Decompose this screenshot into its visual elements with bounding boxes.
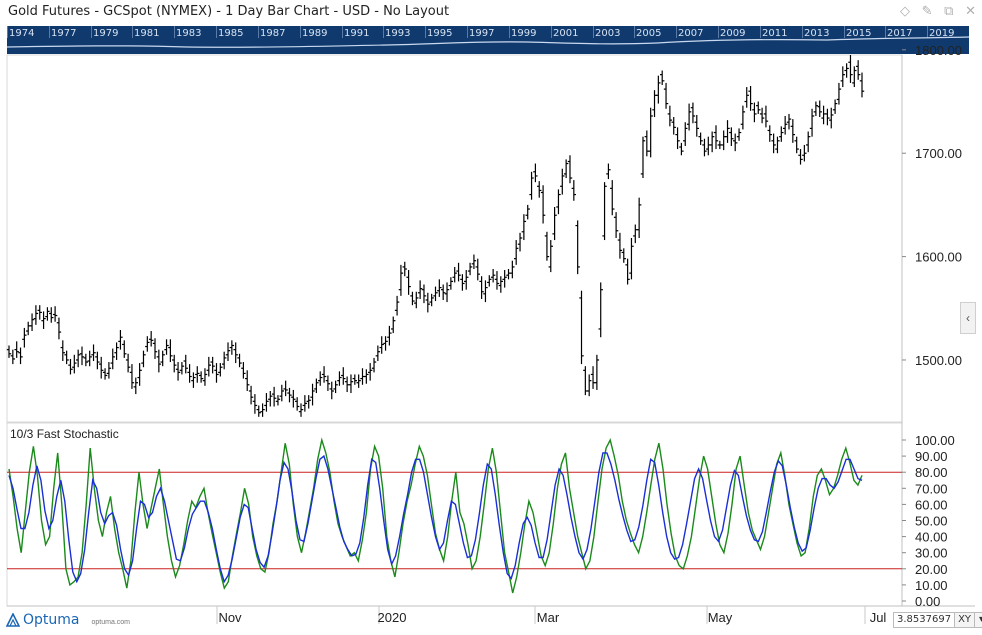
- timeline-tick: [216, 26, 217, 38]
- timeline-tick: [49, 26, 50, 38]
- stoch-y-tick-label: 0.00: [915, 594, 940, 609]
- close-icon[interactable]: ✕: [965, 3, 976, 18]
- stoch-y-tick-label: 50.00: [915, 514, 948, 529]
- timeline-year-label: 2017: [887, 28, 913, 39]
- cursor-readout-value: 3.8537697: [893, 612, 956, 628]
- timeline-year-label: 2013: [804, 28, 830, 39]
- timeline-tick: [927, 26, 928, 38]
- timeline-tick: [300, 26, 301, 38]
- timeline-year-label: 1981: [134, 28, 160, 39]
- x-tick-label: 2020: [378, 610, 407, 625]
- timeline-year-label: 1997: [469, 28, 495, 39]
- timeline-tick: [634, 26, 635, 38]
- timeline-tick: [425, 26, 426, 38]
- cursor-readout: 3.8537697 XY ▾: [893, 612, 982, 628]
- logo-name: Optuma: [23, 612, 80, 628]
- timeline-tick: [676, 26, 677, 38]
- x-tick-label: Nov: [218, 610, 242, 625]
- stoch-y-tick-label: 90.00: [915, 449, 948, 464]
- timeline-year-label: 2019: [929, 28, 955, 39]
- timeline-tick: [551, 26, 552, 38]
- pin-icon[interactable]: ✎: [921, 3, 933, 18]
- stochastic-title: 10/3 Fast Stochastic: [10, 427, 119, 441]
- timeline-tick: [467, 26, 468, 38]
- window-titlebar: Gold Futures - GCSpot (NYMEX) - 1 Day Ba…: [0, 0, 982, 24]
- timeline-year-label: 2003: [595, 28, 621, 39]
- timeline-year-label: 1977: [51, 28, 77, 39]
- stoch-y-tick-label: 70.00: [915, 481, 948, 496]
- stoch-y-tick-label: 30.00: [915, 546, 948, 561]
- timeline-tick: [258, 26, 259, 38]
- chevron-left-icon: ‹: [966, 311, 970, 325]
- timeline-tick: [91, 26, 92, 38]
- stoch-y-tick-label: 80.00: [915, 465, 948, 480]
- timeline-year-label: 1991: [344, 28, 370, 39]
- timeline-year-label: 2007: [678, 28, 704, 39]
- stoch-y-tick-label: 40.00: [915, 530, 948, 545]
- timeline-tick: [174, 26, 175, 38]
- timeline-year-label: 2005: [636, 28, 662, 39]
- x-tick-label: Jul: [870, 610, 887, 625]
- optuma-logo-icon: [6, 613, 20, 627]
- x-tick-label: Mar: [537, 610, 560, 625]
- timeline-tick: [7, 26, 8, 38]
- price-y-tick-label: 1600.00: [915, 250, 962, 265]
- stoch-y-tick-label: 100.00: [915, 433, 955, 448]
- chart-window-title: Gold Futures - GCSpot (NYMEX) - 1 Day Ba…: [8, 4, 450, 19]
- restore-icon[interactable]: ⧉: [944, 3, 954, 18]
- logo-url: optuma.com: [91, 618, 131, 626]
- timeline-year-label: 2011: [762, 28, 788, 39]
- timeline-tick: [802, 26, 803, 38]
- timeline-year-label: 1989: [302, 28, 328, 39]
- timeline-year-label: 2015: [846, 28, 872, 39]
- readout-dropdown-button[interactable]: ▾: [975, 612, 982, 628]
- x-tick-label: May: [708, 610, 733, 625]
- timeline-tick: [383, 26, 384, 38]
- price-y-tick-label: 1800.00: [915, 43, 962, 58]
- stoch-slow-d-line: [8, 452, 863, 584]
- price-y-tick-label: 1700.00: [915, 146, 962, 161]
- timeline-year-label: 1999: [511, 28, 537, 39]
- timeline-tick: [718, 26, 719, 38]
- optuma-logo: Optuma optuma.com: [6, 612, 130, 628]
- xy-mode-button[interactable]: XY: [955, 612, 976, 628]
- window-controls: ◇ ✎ ⧉ ✕: [892, 3, 976, 19]
- stoch-y-tick-label: 10.00: [915, 578, 948, 593]
- stoch-y-tick-label: 60.00: [915, 497, 948, 512]
- timeline-year-label: 1979: [93, 28, 119, 39]
- side-panel-toggle[interactable]: ‹: [960, 302, 976, 334]
- timeline-tick: [342, 26, 343, 38]
- timeline-tick: [509, 26, 510, 38]
- timeline-tick: [844, 26, 845, 38]
- timeline-year-label: 1993: [385, 28, 411, 39]
- price-panel-frame: [6, 54, 903, 423]
- timeline-tick: [132, 26, 133, 38]
- stoch-y-tick-label: 20.00: [915, 562, 948, 577]
- timeline-tick: [760, 26, 761, 38]
- timeline-year-label: 2001: [553, 28, 579, 39]
- timeline-tick: [885, 26, 886, 38]
- stoch-fast-k-line: [8, 437, 863, 594]
- timeline-tick: [593, 26, 594, 38]
- timeline-year-label: 1995: [427, 28, 453, 39]
- price-y-tick-label: 1500.00: [915, 353, 962, 368]
- timeline-year-label: 1987: [260, 28, 286, 39]
- timeline-year-label: 1974: [9, 28, 35, 39]
- timeline-year-label: 1985: [218, 28, 244, 39]
- link-icon[interactable]: ◇: [900, 3, 911, 18]
- timeline-year-label: 1983: [176, 28, 202, 39]
- timeline-year-label: 2009: [720, 28, 746, 39]
- history-timeline-navigator[interactable]: 1974 1977 1979 1981 1983 1985 1987 1989 1991 1993…: [7, 26, 969, 54]
- timeline-overview-line: [7, 36, 969, 48]
